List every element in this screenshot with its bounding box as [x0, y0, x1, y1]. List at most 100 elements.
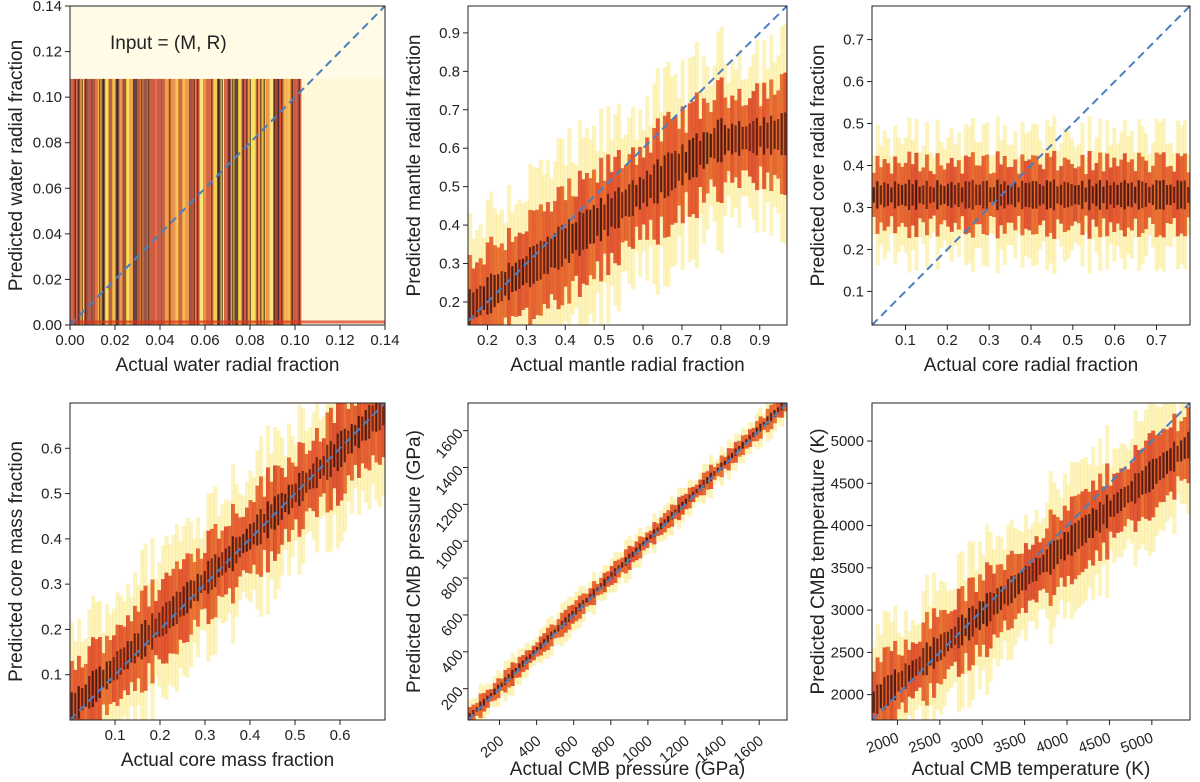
density-core — [762, 422, 766, 427]
density-core — [378, 403, 381, 431]
density-core — [642, 179, 645, 203]
density-core — [628, 553, 631, 563]
density-core — [1165, 450, 1169, 474]
density-core — [133, 633, 136, 664]
density-core — [592, 205, 595, 244]
panel-5-y-axis-label: Predicted CMB pressure (GPa) — [404, 430, 425, 693]
panel-5-frame — [467, 402, 788, 721]
panel-4-frame — [69, 402, 386, 721]
x-tick-label: 0.1 — [895, 332, 916, 349]
y-tick-label: 0.9 — [439, 25, 460, 42]
density-column — [129, 78, 134, 325]
density-column — [87, 78, 92, 325]
panel-5-x-axis-label: Actual CMB pressure (GPa) — [510, 759, 745, 780]
density-core — [1038, 557, 1041, 575]
density-column — [336, 78, 341, 325]
x-tick-label: 0.7 — [1146, 332, 1167, 349]
density-core — [1028, 566, 1031, 585]
density-core — [961, 614, 964, 646]
x-tick-label: 0.8 — [710, 332, 731, 349]
panel-5-density — [468, 403, 787, 720]
density-core — [294, 483, 297, 503]
density-core — [777, 119, 780, 150]
y-tick-label: 0.1 — [843, 283, 864, 300]
density-core — [1112, 494, 1116, 517]
density-core — [999, 586, 1003, 611]
density-column — [343, 78, 348, 325]
x-tick-label: 5000 — [1118, 729, 1155, 756]
y-tick-label: 0.3 — [439, 256, 460, 273]
density-core — [614, 191, 617, 229]
density-core — [684, 498, 688, 505]
density-core — [897, 183, 900, 207]
density-column — [91, 78, 96, 325]
density-core — [371, 405, 374, 432]
density-core — [734, 125, 737, 153]
density-core — [918, 186, 921, 204]
panel-5-identity-line — [468, 403, 787, 720]
density-core — [985, 593, 988, 627]
density-core — [645, 537, 649, 543]
density-core — [539, 240, 542, 280]
density-body — [374, 403, 379, 463]
density-column — [171, 78, 176, 325]
density-core — [329, 441, 332, 477]
density-core — [670, 153, 673, 191]
density-column — [329, 78, 334, 325]
density-core — [688, 140, 691, 180]
panel-6-y-axis-label: Predicted CMB temperature (K) — [808, 428, 829, 694]
y-tick-label: 0.8 — [439, 63, 460, 80]
density-core — [543, 639, 546, 646]
x-tick-label: 800 — [589, 732, 619, 761]
x-tick-label: 0.00 — [55, 332, 84, 349]
density-core — [70, 692, 73, 720]
density-core — [497, 274, 500, 304]
density-core — [730, 453, 734, 459]
x-tick-label: 200 — [477, 732, 507, 761]
density-core — [592, 588, 595, 598]
density-core — [653, 529, 656, 538]
density-core — [1134, 473, 1137, 504]
density-core — [946, 631, 950, 652]
x-tick-label: 2000 — [864, 729, 901, 756]
density-core — [589, 209, 592, 244]
density-core — [1021, 571, 1024, 591]
density-core — [140, 623, 143, 660]
density-core — [1098, 180, 1101, 210]
density-column — [374, 78, 379, 325]
density-core — [95, 669, 98, 702]
density-core — [769, 412, 773, 422]
density-core — [364, 410, 367, 441]
density-core — [599, 583, 602, 589]
density-core — [1130, 481, 1133, 502]
density-column — [318, 78, 323, 325]
density-core — [200, 575, 203, 594]
density-core — [557, 625, 560, 632]
density-core — [667, 152, 670, 197]
density-streak — [193, 78, 195, 325]
density-core — [536, 646, 539, 652]
density-core — [1123, 486, 1126, 508]
density-core — [1109, 185, 1112, 205]
density-core — [706, 477, 709, 484]
density-core — [1112, 181, 1116, 208]
density-core — [507, 674, 510, 682]
y-tick-label: 3500 — [831, 560, 864, 577]
density-column — [161, 78, 166, 325]
y-tick-label: 0.3 — [41, 576, 62, 593]
density-core — [571, 610, 574, 618]
density-column — [112, 78, 117, 325]
density-core — [287, 484, 290, 515]
y-tick-label: 0.3 — [843, 199, 864, 216]
density-core — [475, 288, 478, 318]
density-core — [1084, 514, 1087, 543]
density-core — [1024, 183, 1027, 207]
density-core — [357, 415, 360, 449]
density-core — [727, 128, 730, 151]
density-column — [294, 78, 299, 325]
y-tick-label: 800 — [438, 573, 467, 603]
density-core — [872, 187, 875, 203]
density-core — [1158, 456, 1162, 481]
density-body — [70, 660, 75, 720]
